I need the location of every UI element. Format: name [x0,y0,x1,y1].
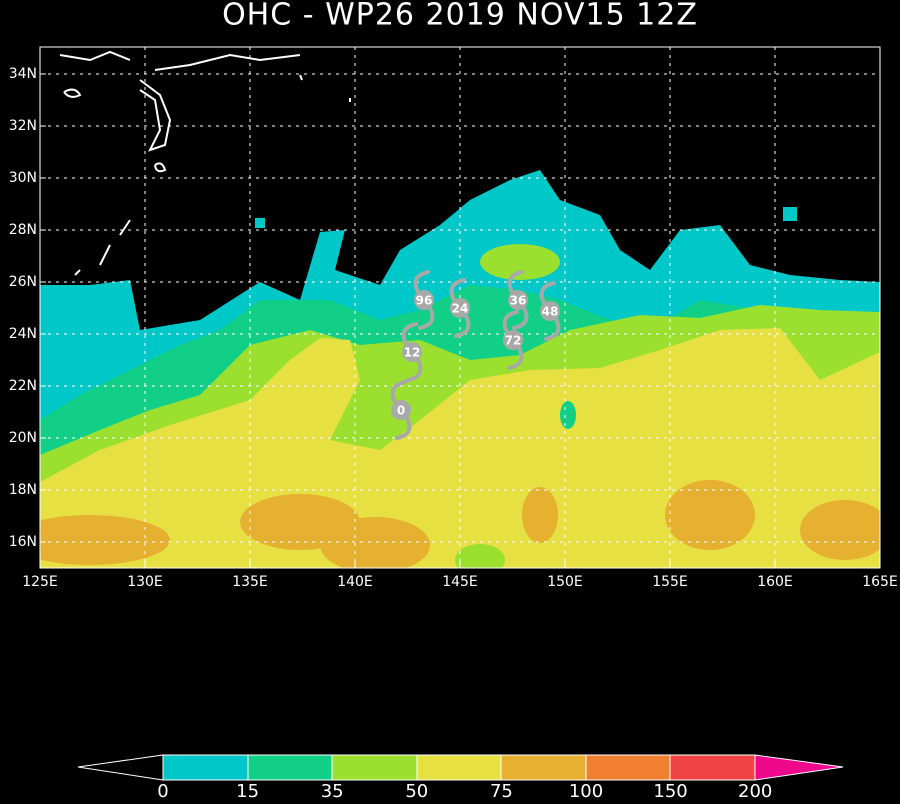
storm-symbol [507,270,529,330]
colorbar-label: 0 [157,781,168,800]
title: OHC - WP26 2019 NOV15 12Z [222,0,698,33]
colorbar-label: 200 [738,781,772,800]
forecast-hour: 0 [397,404,405,418]
colorbar-label: 50 [405,781,428,800]
colorbar-labels: 0 15 35 50 75 100 150 200 [157,781,772,802]
colorbar-label: 35 [321,781,344,800]
lon-label: 140E [337,574,373,590]
storm-symbol [539,281,561,341]
lat-label: 24N [9,326,37,342]
storm-symbol [390,380,412,440]
storm-center [503,330,523,350]
lon-label: 125E [22,574,58,590]
lon-label: 145E [442,574,478,590]
forecast-hour: 72 [505,334,522,348]
lon-label: 150E [547,574,583,590]
colorbar-label: 75 [490,781,513,800]
lat-label: 30N [9,170,37,186]
forecast-hour: 12 [404,346,421,360]
storm-center [508,290,528,310]
forecast-hour: 36 [510,294,527,308]
lat-label: 16N [9,534,37,550]
storm-symbol [502,310,524,370]
storm-center [402,342,422,362]
storm-symbol [401,322,423,382]
lat-label: 28N [9,222,37,238]
lon-label: 135E [232,574,268,590]
storm-symbol [413,270,435,330]
colorbar-label: 150 [653,781,687,800]
lat-label: 34N [9,66,37,82]
storm-symbol [449,278,471,338]
storm-center [450,298,470,318]
lat-label: 22N [9,378,37,394]
lat-label: 20N [9,430,37,446]
colorbar-label: 100 [569,781,603,800]
lon-label: 160E [757,574,793,590]
lon-label: 155E [652,574,688,590]
lat-label: 18N [9,482,37,498]
colorbar-label: 15 [236,781,259,800]
colorbar [77,754,844,781]
forecast-hour: 96 [416,294,433,308]
lat-label: 32N [9,118,37,134]
forecast-hour: 24 [452,302,469,316]
storm-center [414,290,434,310]
lat-label: 26N [9,274,37,290]
forecast-hour: 48 [542,305,559,319]
storm-center [540,301,560,321]
storm-track: 0 12 24 36 48 72 96 [390,270,561,440]
lon-label: 130E [127,574,163,590]
storm-center [391,400,411,420]
graticule: 16N 18N 20N 22N 24N 26N 28N 30N 32N 34N 125E 130E 13… [9,47,898,590]
lon-label: 165E [862,574,898,590]
